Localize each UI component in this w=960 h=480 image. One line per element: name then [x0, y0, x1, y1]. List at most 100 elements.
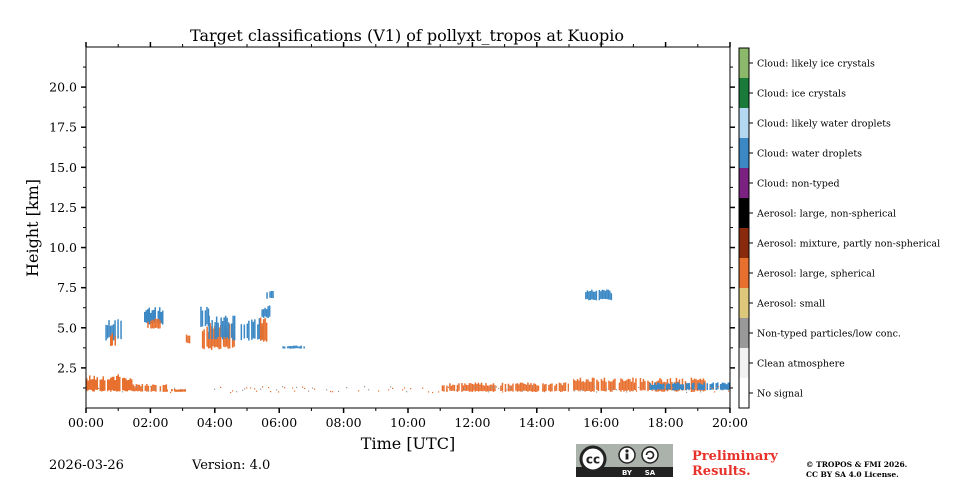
y-tick-label: 20.0	[49, 80, 77, 95]
colorbar-label: Non-typed particles/low conc.	[757, 329, 901, 340]
heatmap-cell	[227, 330, 229, 349]
x-tick-label: 14:00	[519, 415, 555, 430]
heatmap-cell	[524, 384, 526, 391]
heatmap-cell	[174, 389, 176, 392]
ground-cell	[378, 390, 380, 392]
heatmap-cell	[527, 382, 529, 392]
cc-mark: cc	[586, 453, 600, 467]
colorbar-swatch	[739, 318, 749, 349]
heatmap-cell	[137, 384, 139, 392]
heatmap-cell	[222, 332, 225, 347]
y-tick-label: 2.5	[57, 360, 77, 375]
heatmap-cell	[510, 385, 513, 391]
heatmap-cell	[492, 383, 495, 392]
ground-cell	[694, 387, 696, 389]
heatmap-cell	[125, 378, 127, 392]
ground-cell	[326, 389, 328, 391]
ground-cell	[154, 388, 156, 390]
heatmap-cell	[132, 384, 135, 392]
x-axis-label: Time [UTC]	[361, 434, 455, 453]
heatmap-cell	[294, 345, 296, 349]
ground-cell	[292, 387, 294, 389]
heatmap-cell	[516, 383, 519, 392]
heatmap-cell	[706, 383, 708, 391]
heatmap-cell	[681, 384, 683, 390]
heatmap-cell	[480, 382, 483, 392]
heatmap-cell	[156, 319, 158, 328]
ground-cell	[518, 386, 520, 388]
heatmap-cell	[112, 324, 115, 341]
heatmap-region	[585, 289, 613, 301]
preliminary-notice: Preliminary Results.	[692, 449, 778, 479]
heatmap-cell	[264, 307, 266, 317]
heatmap-cell	[289, 346, 292, 349]
ground-cell	[160, 390, 162, 392]
heatmap-cell	[626, 379, 628, 391]
ground-cell	[652, 389, 654, 391]
heatmap-cell	[695, 378, 697, 391]
ground-cell	[180, 388, 182, 391]
heatmap-cell	[128, 379, 130, 391]
heatmap-cell	[443, 385, 445, 392]
heatmap-cell	[111, 333, 113, 346]
heatmap-cell	[644, 381, 646, 391]
heatmap-cell	[292, 345, 295, 349]
ground-cell	[338, 390, 340, 393]
heatmap-cell	[594, 291, 596, 300]
ground-cell	[534, 389, 536, 391]
heatmap-cell	[218, 327, 220, 350]
ground-noise	[94, 48, 730, 408]
heatmap-cell	[665, 382, 667, 391]
colorbar-label: Cloud: non-typed	[757, 179, 840, 190]
ground-cell	[716, 387, 718, 389]
heatmap-cell	[87, 380, 89, 391]
heatmap-cell	[151, 310, 153, 323]
heatmap-cell	[697, 383, 699, 390]
heatmap-cell	[131, 386, 133, 391]
heatmap-cell	[254, 319, 256, 339]
heatmap-cell	[717, 382, 719, 390]
heatmap-cell	[165, 384, 168, 392]
ground-cell	[548, 388, 550, 390]
heatmap-cell	[576, 379, 579, 391]
heatmap-cell	[555, 383, 558, 391]
heatmap-cell	[117, 319, 119, 339]
heatmap-cell	[288, 345, 290, 349]
heatmap-cell	[588, 291, 590, 301]
x-tick-label: 08:00	[326, 415, 362, 430]
heatmap-cell	[682, 384, 684, 391]
heatmap-region	[208, 315, 236, 341]
cc-icon	[579, 445, 607, 473]
ground-cell	[136, 386, 138, 388]
heatmap-cell	[558, 382, 561, 391]
heatmap-cell	[669, 383, 671, 390]
heatmap-cell	[233, 315, 236, 341]
ground-cell	[672, 387, 674, 389]
heatmap-cell	[609, 290, 611, 300]
heatmap-cell	[217, 322, 219, 337]
ground-cell	[490, 386, 492, 388]
heatmap-cell	[533, 383, 535, 392]
data-gap	[569, 48, 573, 408]
heatmap-cell	[206, 326, 208, 347]
heatmap-cell	[150, 312, 152, 324]
heatmap-cell	[251, 319, 253, 340]
heatmap-cell	[542, 383, 544, 392]
heatmap-cell	[530, 383, 532, 392]
ground-cell	[594, 386, 596, 388]
colorbar-swatch	[739, 48, 749, 79]
heatmap-cell	[215, 316, 218, 339]
by-icon-head	[625, 449, 629, 453]
heatmap-cell	[589, 291, 592, 300]
heatmap-cell	[671, 382, 673, 391]
heatmap-cell	[590, 381, 592, 392]
cc-by-text: BY	[622, 469, 633, 477]
copyright-line-1: © TROPOS & FMI 2026.	[806, 460, 908, 469]
heatmap-cell	[119, 376, 121, 392]
heatmap-cell	[604, 290, 607, 299]
ground-cell	[626, 391, 628, 393]
heatmap-cell	[593, 377, 595, 392]
ground-cell	[402, 389, 404, 391]
heatmap-cell	[224, 315, 227, 339]
colorbar-swatch	[739, 228, 749, 259]
